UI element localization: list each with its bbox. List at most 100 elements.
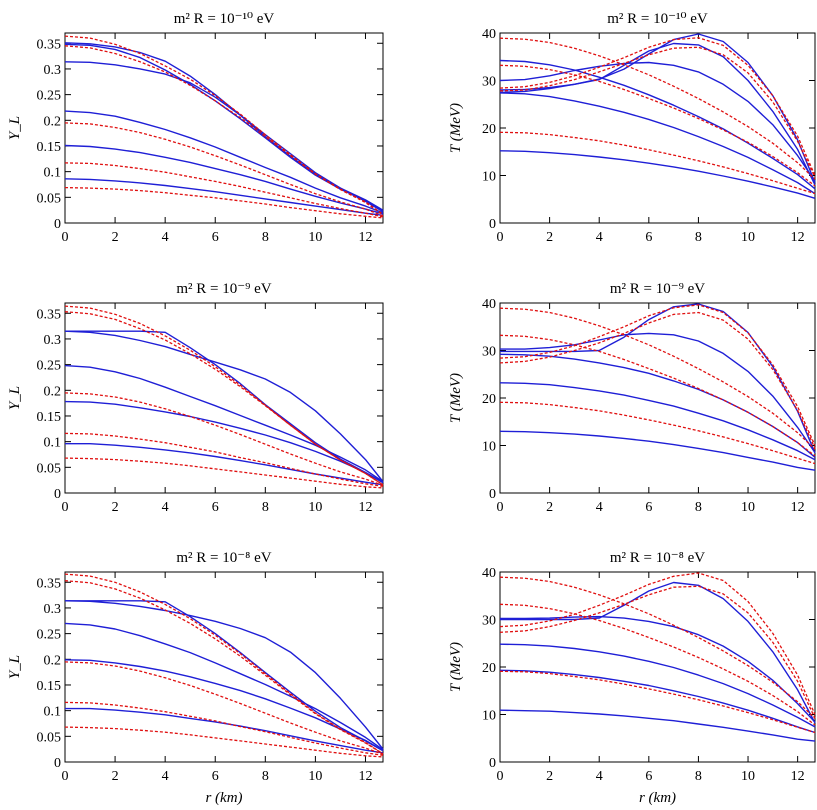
y-tick-label: 0.25 [37,89,62,104]
y-tick-label: 0.2 [44,653,62,668]
y-tick-label: 20 [482,392,496,407]
y-tick-label: 0.05 [37,191,62,206]
dotted-series-9 [64,432,384,487]
solid-series-5 [65,443,384,486]
y-tick-label: 40 [482,27,496,42]
y-axis-label: Y_L [7,386,23,410]
panel-3: m² R = 10⁻⁹ eV Y_L 0 0.05 0.1 0.15 0.2 0.25 0.3 0… [7,281,384,515]
y-tick-label: 30 [482,345,496,360]
dotted-series-9 [499,334,816,457]
y-tick-label: 0 [54,487,61,502]
y-tick-label: 0.2 [44,114,62,129]
solid-series-4 [499,382,816,461]
dotted-series-6 [499,576,816,719]
solid-series-2 [500,332,816,453]
solid-series-2 [500,615,816,723]
x-tick-label: 6 [212,500,219,515]
y-axis-label: T (MeV) [448,103,464,153]
x-tick-label: 8 [695,769,702,784]
y-tick-label: 30 [482,75,496,90]
dotted-series-7 [64,311,384,486]
y-tick-label: 0.3 [44,333,62,348]
y-tick-label: 10 [482,440,496,455]
x-tick-label: 10 [741,769,755,784]
dotted-series-10 [64,457,384,489]
x-tick-label: 8 [695,500,702,515]
y-axis-label: Y_L [7,655,23,679]
solid-series-2 [499,42,816,186]
dotted-series-7 [64,580,384,755]
y-tick-label: 0.35 [37,576,62,591]
dotted-series-10 [499,670,816,734]
x-tick-label: 12 [358,500,372,515]
x-tick-label: 2 [546,769,553,784]
dotted-series-10 [499,64,816,187]
solid-series-1 [65,600,384,752]
y-tick-label: 0 [489,217,496,232]
x-axis-label: r (km) [205,790,242,806]
x-tick-label: 10 [308,769,322,784]
solid-series-2 [64,330,384,483]
y-tick-label: 0.2 [44,384,62,399]
dotted-series-8 [64,392,384,486]
dotted-series-9 [499,46,816,178]
dotted-series-8 [499,585,816,719]
solid-series-5 [499,430,816,471]
x-tick-label: 2 [112,230,119,245]
y-tick-label: 0 [489,756,496,771]
x-tick-label: 10 [308,230,322,245]
x-tick-label: 12 [358,230,372,245]
x-tick-label: 4 [162,500,169,515]
solid-series-4 [499,669,816,734]
solid-series-3 [64,622,384,751]
panel-title: m² R = 10⁻⁹ eV [610,281,705,297]
solid-series-6 [64,178,384,216]
x-tick-label: 8 [262,769,269,784]
x-tick-label: 6 [212,230,219,245]
x-tick-label: 10 [741,230,755,245]
y-axis-label: Y_L [7,116,23,140]
plot-frame [64,302,384,494]
solid-series-3 [64,364,384,483]
y-tick-label: 10 [482,709,496,724]
y-tick-label: 0 [54,756,61,771]
panel-title: m² R = 10⁻¹⁰ eV [174,11,275,27]
y-tick-label: 10 [482,170,496,185]
solid-series-5 [64,144,384,215]
dotted-series-11 [499,131,816,195]
x-tick-label: 6 [645,230,652,245]
y-tick-label: 0 [489,487,496,502]
solid-series-1 [499,33,816,183]
solid-series-3 [64,61,384,213]
y-tick-label: 30 [482,614,496,629]
x-tick-label: 8 [695,230,702,245]
y-tick-label: 0.1 [44,705,62,720]
x-tick-label: 6 [645,769,652,784]
solid-series-4 [64,400,384,484]
y-tick-label: 0.15 [37,140,62,155]
x-tick-label: 4 [162,230,169,245]
panel-title: m² R = 10⁻¹⁰ eV [607,11,708,27]
solid-series-5 [499,92,816,195]
solid-series-1 [65,330,384,484]
x-tick-label: 4 [596,769,603,784]
panel-2: m² R = 10⁻¹⁰ eV T (MeV) 0 10 20 30 40 0 2 4 6 8 10 12 [448,11,816,245]
panel-5: m² R = 10⁻⁸ eV Y_L 0 0.05 0.1 0.15 0.2 0.25 0.3 0… [7,550,384,806]
solid-series-4 [499,59,816,190]
plot-frame [64,32,384,224]
x-tick-label: 8 [262,230,269,245]
y-tick-label: 0 [54,217,61,232]
dotted-series-7 [499,37,816,180]
y-tick-label: 40 [482,297,496,312]
y-tick-label: 0.1 [44,436,62,451]
y-axis-label: T (MeV) [448,642,464,692]
y-tick-label: 0.05 [37,461,62,476]
x-tick-label: 12 [791,769,805,784]
dotted-series-11 [64,186,384,219]
x-tick-label: 10 [308,500,322,515]
plot-frame [499,302,816,494]
x-tick-label: 2 [546,500,553,515]
dotted-series-9 [64,122,384,217]
dotted-series-7 [499,572,816,715]
